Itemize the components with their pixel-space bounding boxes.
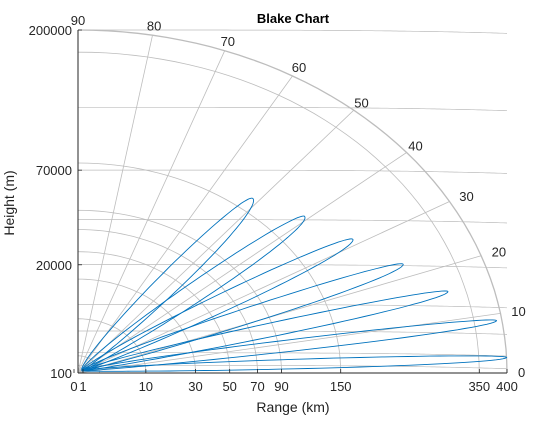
angle-tick-label: 60	[292, 60, 306, 75]
angle-tick-labels: 0 10 20 30 40 50 60 70 80 90	[71, 13, 526, 380]
range-arc	[78, 278, 196, 374]
y-tick-label: 20000	[36, 258, 72, 273]
angle-ray	[77, 152, 407, 374]
x-tick-label: 10	[139, 379, 153, 394]
angle-ray	[77, 35, 153, 374]
height-curve	[78, 106, 508, 112]
height-curve	[78, 330, 508, 335]
lobe-series	[81, 197, 508, 372]
angle-ray	[77, 255, 482, 374]
x-tick-label: 90	[274, 379, 288, 394]
angle-ray	[77, 201, 450, 374]
lobe-6	[81, 215, 306, 372]
height-curve	[78, 169, 507, 174]
angle-tick-label: 90	[71, 13, 85, 28]
angle-ray	[77, 50, 226, 374]
x-tick-label: 50	[222, 379, 236, 394]
angle-tick-label: 80	[147, 18, 161, 33]
axes	[77, 30, 507, 374]
lobe-3	[81, 290, 449, 372]
height-curve	[78, 29, 508, 34]
range-arc	[77, 29, 508, 374]
x-tick-label: 1	[79, 379, 86, 394]
y-tick-label: 200000	[29, 23, 72, 38]
angle-tick-label: 70	[221, 34, 235, 49]
lobe-4	[81, 263, 404, 372]
x-tick-label: 350	[468, 379, 490, 394]
x-tick-label: 400	[496, 379, 518, 394]
height-curve	[78, 219, 508, 224]
angle-tick-label: 40	[408, 139, 422, 154]
angle-tick-label: 0	[518, 365, 525, 380]
angle-tick-label: 30	[459, 189, 473, 204]
x-tick-labels: 0 1 10 30 50 70 90 150 350 400	[70, 369, 518, 394]
grid-lines	[77, 29, 508, 374]
range-arc	[77, 229, 258, 374]
lobe-1	[81, 355, 508, 372]
height-curve	[78, 304, 508, 309]
lobe-5	[81, 238, 354, 372]
angle-ray	[77, 313, 501, 374]
y-tick-label: 100	[50, 366, 72, 381]
x-tick-label: 0	[70, 379, 77, 394]
lobe-7	[81, 197, 255, 372]
angle-ray	[77, 109, 355, 374]
y-axis-label: Height (m)	[1, 170, 17, 235]
angle-ray	[77, 75, 293, 374]
y-tick-label: 70000	[36, 163, 72, 178]
y-tick-labels: 100 20000 70000 200000	[29, 23, 82, 381]
chart-title: Blake Chart	[257, 11, 330, 26]
x-tick-label: 70	[250, 379, 264, 394]
range-arc	[77, 51, 480, 374]
x-tick-label: 30	[188, 379, 202, 394]
x-tick-label: 150	[330, 379, 352, 394]
angle-tick-label: 10	[511, 304, 525, 319]
x-axis-label: Range (km)	[256, 399, 329, 415]
angle-tick-label: 50	[354, 95, 368, 110]
height-curve	[78, 264, 508, 269]
height-curve	[78, 352, 508, 357]
angle-tick-label: 20	[492, 245, 506, 260]
